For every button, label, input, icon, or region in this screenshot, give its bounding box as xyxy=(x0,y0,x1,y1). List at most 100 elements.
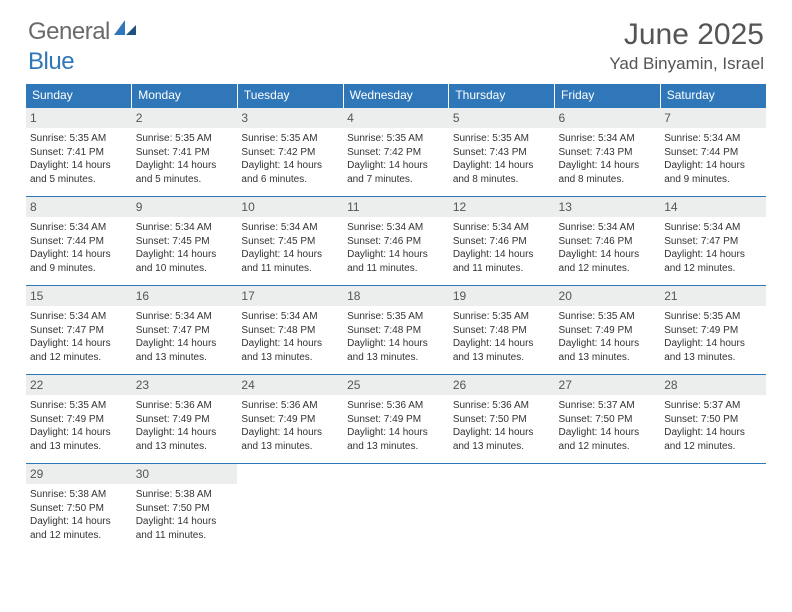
day-details: Sunrise: 5:35 AMSunset: 7:49 PMDaylight:… xyxy=(559,310,657,364)
day-number: 22 xyxy=(26,375,132,395)
calendar-cell: 5Sunrise: 5:35 AMSunset: 7:43 PMDaylight… xyxy=(449,108,555,197)
day-details: Sunrise: 5:36 AMSunset: 7:49 PMDaylight:… xyxy=(347,399,445,453)
weekday-header: Saturday xyxy=(660,84,766,108)
day-number: 6 xyxy=(555,108,661,128)
calendar-cell: 16Sunrise: 5:34 AMSunset: 7:47 PMDayligh… xyxy=(132,286,238,375)
calendar-cell xyxy=(343,464,449,553)
calendar-cell: 28Sunrise: 5:37 AMSunset: 7:50 PMDayligh… xyxy=(660,375,766,464)
calendar-cell: 24 Sunrise: 5:36 AMSunset: 7:49 PMDayligh… xyxy=(237,375,343,464)
calendar-week-row: 22Sunrise: 5:35 AMSunset: 7:49 PMDayligh… xyxy=(26,375,766,464)
day-number: 2 xyxy=(132,108,238,128)
day-number: 30 xyxy=(132,464,238,484)
calendar-cell: 21 Sunrise: 5:35 AMSunset: 7:49 PMDayligh… xyxy=(660,286,766,375)
calendar-cell: 3Sunrise: 5:35 AMSunset: 7:42 PMDaylight… xyxy=(237,108,343,197)
day-number: 17 xyxy=(237,286,343,306)
day-number: 1 xyxy=(26,108,132,128)
day-number: 12 xyxy=(449,197,555,217)
calendar-cell: 18 Sunrise: 5:35 AMSunset: 7:48 PMDayligh… xyxy=(343,286,449,375)
day-details: Sunrise: 5:34 AMSunset: 7:46 PMDaylight:… xyxy=(347,221,445,275)
day-number: 27 xyxy=(555,375,661,395)
day-details: Sunrise: 5:34 AMSunset: 7:47 PMDaylight:… xyxy=(136,310,234,364)
calendar-cell: 8Sunrise: 5:34 AMSunset: 7:44 PMDaylight… xyxy=(26,197,132,286)
calendar-table: Sunday Monday Tuesday Wednesday Thursday… xyxy=(26,84,766,552)
calendar-cell xyxy=(449,464,555,553)
calendar-week-row: 29Sunrise: 5:38 AMSunset: 7:50 PMDayligh… xyxy=(26,464,766,553)
day-details: Sunrise: 5:35 AMSunset: 7:41 PMDaylight:… xyxy=(30,132,128,186)
calendar-cell: 4 Sunrise: 5:35 AMSunset: 7:42 PMDaylight… xyxy=(343,108,449,197)
calendar-cell: 20 Sunrise: 5:35 AMSunset: 7:49 PMDayligh… xyxy=(555,286,661,375)
calendar-cell: 1 Sunrise: 5:35 AMSunset: 7:41 PMDaylight… xyxy=(26,108,132,197)
day-number: 18 xyxy=(343,286,449,306)
day-number: 9 xyxy=(132,197,238,217)
day-details: Sunrise: 5:35 AMSunset: 7:41 PMDaylight:… xyxy=(136,132,234,186)
logo-word2: Blue xyxy=(28,48,74,75)
day-number: 28 xyxy=(660,375,766,395)
day-details: Sunrise: 5:34 AMSunset: 7:43 PMDaylight:… xyxy=(559,132,657,186)
day-number: 11 xyxy=(343,197,449,217)
day-number: 21 xyxy=(660,286,766,306)
day-details: Sunrise: 5:34 AMSunset: 7:47 PMDaylight:… xyxy=(664,221,762,275)
day-details: Sunrise: 5:34 AMSunset: 7:46 PMDaylight:… xyxy=(453,221,551,275)
calendar-cell: 15Sunrise: 5:34 AMSunset: 7:47 PMDayligh… xyxy=(26,286,132,375)
weekday-header-row: Sunday Monday Tuesday Wednesday Thursday… xyxy=(26,84,766,108)
day-details: Sunrise: 5:34 AMSunset: 7:46 PMDaylight:… xyxy=(559,221,657,275)
logo-word2-wrap: Blue xyxy=(28,48,74,76)
weekday-header: Friday xyxy=(555,84,661,108)
day-details: Sunrise: 5:35 AMSunset: 7:42 PMDaylight:… xyxy=(347,132,445,186)
day-details: Sunrise: 5:35 AMSunset: 7:42 PMDaylight:… xyxy=(241,132,339,186)
weekday-header: Thursday xyxy=(449,84,555,108)
weekday-header: Tuesday xyxy=(237,84,343,108)
day-details: Sunrise: 5:34 AMSunset: 7:45 PMDaylight:… xyxy=(136,221,234,275)
day-number: 26 xyxy=(449,375,555,395)
header: General June 2025 Yad Binyamin, Israel xyxy=(0,0,792,80)
title-block: June 2025 Yad Binyamin, Israel xyxy=(609,18,764,74)
calendar-cell: 13 Sunrise: 5:34 AMSunset: 7:46 PMDayligh… xyxy=(555,197,661,286)
day-number: 23 xyxy=(132,375,238,395)
day-details: Sunrise: 5:35 AMSunset: 7:48 PMDaylight:… xyxy=(347,310,445,364)
calendar-week-row: 15Sunrise: 5:34 AMSunset: 7:47 PMDayligh… xyxy=(26,286,766,375)
page-title: June 2025 xyxy=(609,18,764,52)
day-details: Sunrise: 5:35 AMSunset: 7:48 PMDaylight:… xyxy=(453,310,551,364)
calendar-cell: 14Sunrise: 5:34 AMSunset: 7:47 PMDayligh… xyxy=(660,197,766,286)
day-details: Sunrise: 5:36 AMSunset: 7:49 PMDaylight:… xyxy=(241,399,339,453)
calendar-cell: 29 Sunrise: 5:38 AMSunset: 7:50 PMDayligh… xyxy=(26,464,132,553)
weekday-header: Monday xyxy=(132,84,238,108)
calendar-cell: 10 Sunrise: 5:34 AMSunset: 7:45 PMDayligh… xyxy=(237,197,343,286)
day-details: Sunrise: 5:34 AMSunset: 7:44 PMDaylight:… xyxy=(664,132,762,186)
calendar-cell: 30 Sunrise: 5:38 AMSunset: 7:50 PMDayligh… xyxy=(132,464,238,553)
day-details: Sunrise: 5:38 AMSunset: 7:50 PMDaylight:… xyxy=(30,488,128,542)
calendar-cell: 12 Sunrise: 5:34 AMSunset: 7:46 PMDayligh… xyxy=(449,197,555,286)
calendar-cell xyxy=(660,464,766,553)
calendar-week-row: 1Sunrise: 5:35 AMSunset: 7:41 PMDaylight… xyxy=(26,108,766,197)
day-details: Sunrise: 5:38 AMSunset: 7:50 PMDaylight:… xyxy=(136,488,234,542)
calendar-cell: 19 Sunrise: 5:35 AMSunset: 7:48 PMDayligh… xyxy=(449,286,555,375)
calendar-cell: 9 Sunrise: 5:34 AMSunset: 7:45 PMDaylight… xyxy=(132,197,238,286)
calendar-cell: 17Sunrise: 5:34 AMSunset: 7:48 PMDayligh… xyxy=(237,286,343,375)
calendar-cell: 2 Sunrise: 5:35 AMSunset: 7:41 PMDaylight… xyxy=(132,108,238,197)
day-details: Sunrise: 5:34 AMSunset: 7:45 PMDaylight:… xyxy=(241,221,339,275)
calendar-cell: 7 Sunrise: 5:34 AMSunset: 7:44 PMDaylight… xyxy=(660,108,766,197)
calendar-cell: 26Sunrise: 5:36 AMSunset: 7:50 PMDayligh… xyxy=(449,375,555,464)
day-details: Sunrise: 5:34 AMSunset: 7:47 PMDaylight:… xyxy=(30,310,128,364)
day-number: 19 xyxy=(449,286,555,306)
calendar-cell: 27 Sunrise: 5:37 AMSunset: 7:50 PMDayligh… xyxy=(555,375,661,464)
day-number: 4 xyxy=(343,108,449,128)
calendar-cell: 25Sunrise: 5:36 AMSunset: 7:49 PMDayligh… xyxy=(343,375,449,464)
calendar-cell: 11 Sunrise: 5:34 AMSunset: 7:46 PMDayligh… xyxy=(343,197,449,286)
calendar-week-row: 8Sunrise: 5:34 AMSunset: 7:44 PMDaylight… xyxy=(26,197,766,286)
weekday-header: Sunday xyxy=(26,84,132,108)
day-number: 13 xyxy=(555,197,661,217)
day-number: 29 xyxy=(26,464,132,484)
logo: General xyxy=(28,18,138,46)
logo-sail-icon xyxy=(114,20,136,39)
day-details: Sunrise: 5:37 AMSunset: 7:50 PMDaylight:… xyxy=(559,399,657,453)
weekday-header: Wednesday xyxy=(343,84,449,108)
day-number: 8 xyxy=(26,197,132,217)
day-number: 24 xyxy=(237,375,343,395)
calendar-cell: 22Sunrise: 5:35 AMSunset: 7:49 PMDayligh… xyxy=(26,375,132,464)
day-number: 7 xyxy=(660,108,766,128)
day-number: 5 xyxy=(449,108,555,128)
day-number: 10 xyxy=(237,197,343,217)
day-details: Sunrise: 5:35 AMSunset: 7:49 PMDaylight:… xyxy=(664,310,762,364)
day-number: 20 xyxy=(555,286,661,306)
